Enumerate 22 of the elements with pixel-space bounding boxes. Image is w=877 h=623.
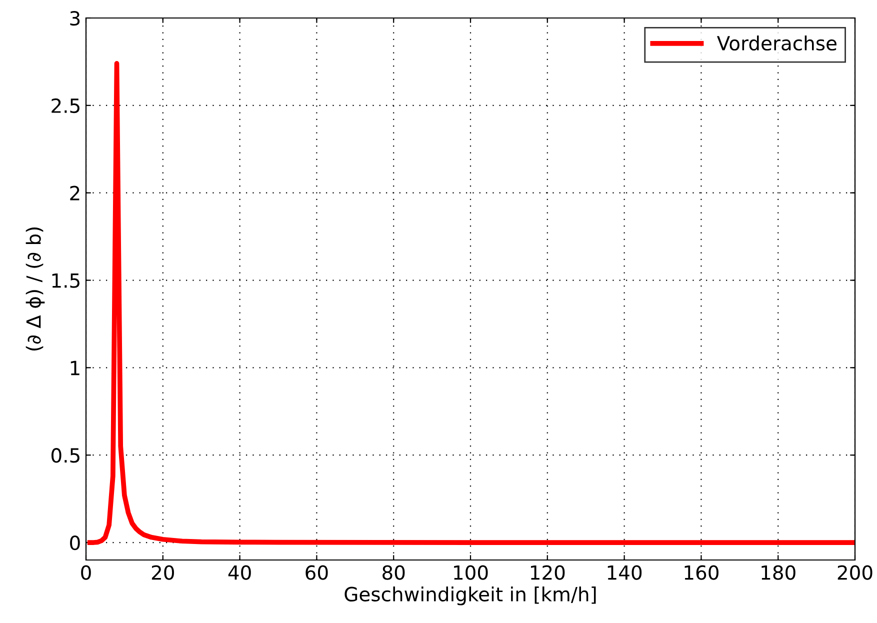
y-tick-label: 0 — [70, 535, 80, 550]
x-tick-label: 200 — [838, 565, 872, 580]
y-tick-label: 0.5 — [52, 448, 80, 463]
x-tick-label: 120 — [530, 565, 565, 580]
x-tick-label: 40 — [228, 565, 251, 580]
y-tick-label: 1.5 — [52, 273, 80, 288]
x-tick-label: 80 — [382, 565, 405, 580]
x-axis-title: Geschwindigkeit in [km/h] — [344, 586, 596, 606]
y-tick-label: 2 — [70, 186, 80, 200]
x-tick-label: 140 — [608, 565, 642, 580]
x-tick-label: 0 — [81, 565, 91, 580]
y-tick-label: 1 — [70, 360, 80, 376]
y-tick-label: 3 — [70, 10, 80, 26]
y-tick-label: 2.5 — [52, 98, 80, 114]
x-tick-label: 180 — [762, 565, 796, 580]
x-tick-label: 160 — [684, 565, 718, 580]
x-tick-label: 100 — [454, 565, 488, 580]
legend-label: Vorderachse — [716, 36, 836, 51]
line-series — [87, 61, 855, 545]
x-tick-label: 20 — [152, 565, 174, 580]
x-tick-label: 60 — [306, 565, 328, 580]
y-axis-title: (∂ Δ ϕ) / (∂ b) — [26, 227, 45, 351]
